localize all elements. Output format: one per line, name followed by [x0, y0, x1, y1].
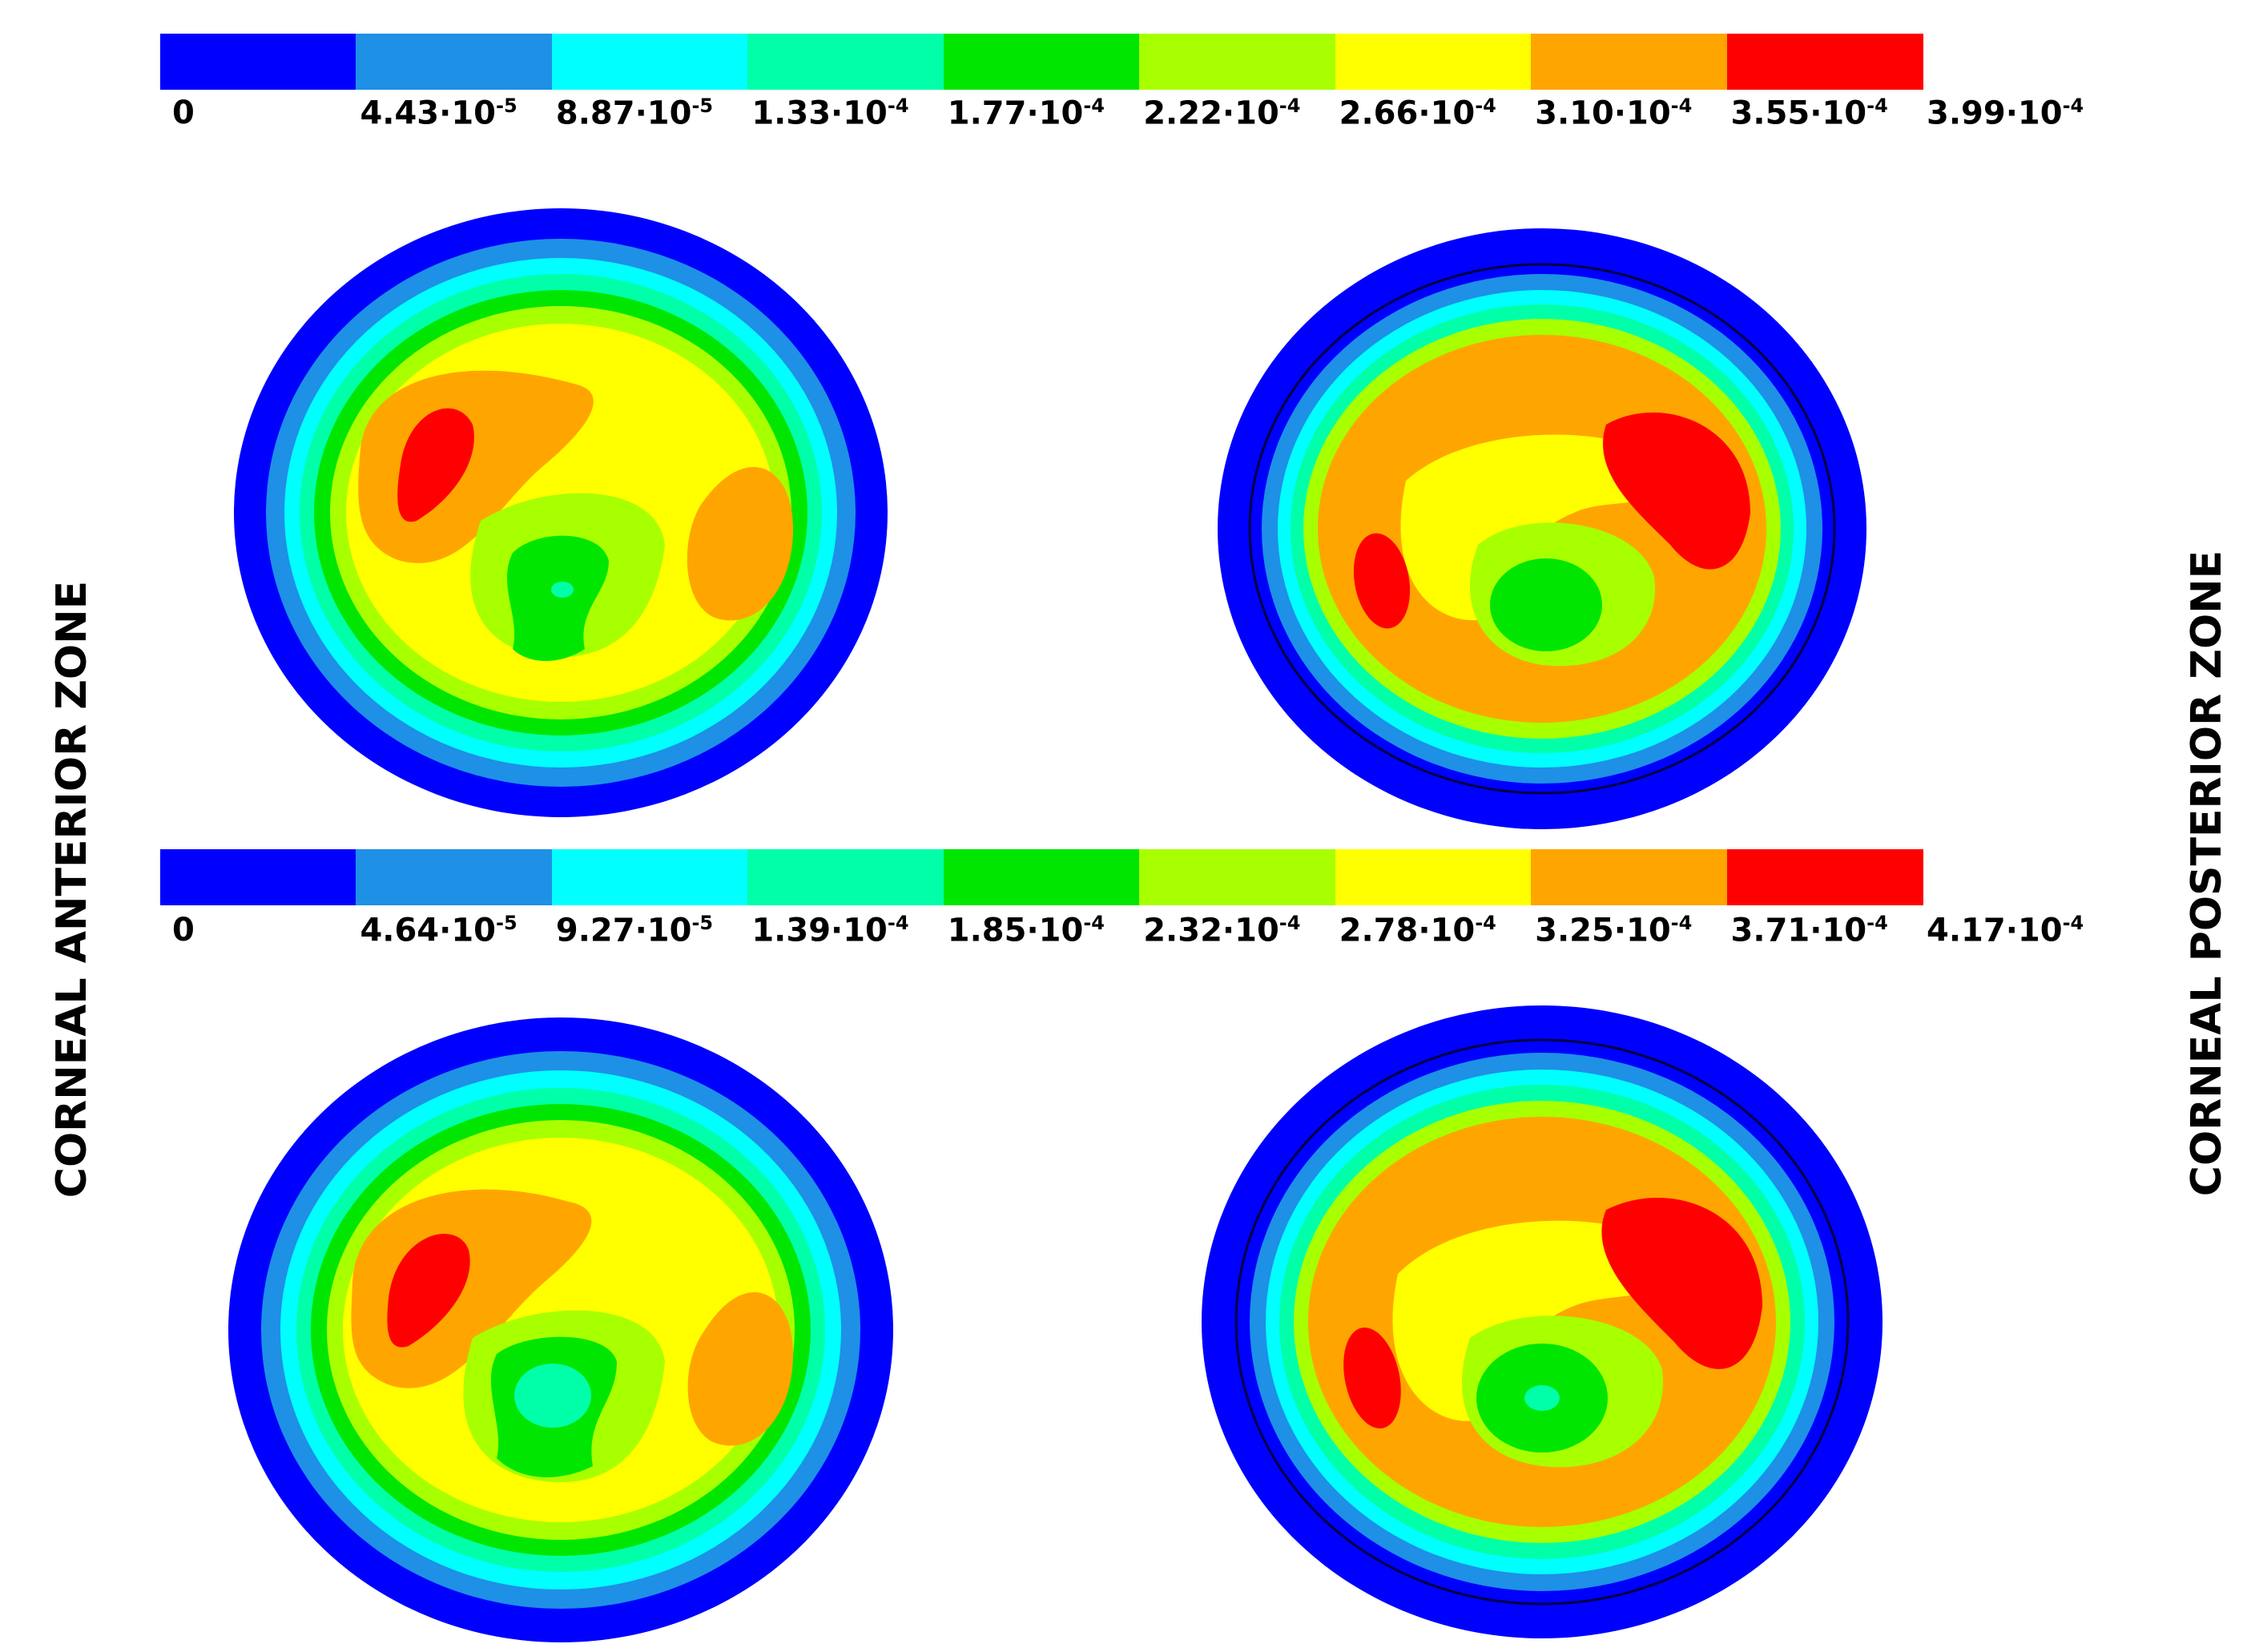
colorbar-swatch: [943, 849, 1141, 905]
colorbar-tick-label: 2.32·10-4: [1143, 912, 1301, 949]
colorbar-tick-label: 8.87·10-5: [555, 95, 714, 132]
colorbar-swatch: [356, 849, 553, 905]
colorbar-tick-label: 0: [172, 912, 195, 949]
colorbar-swatch: [160, 34, 357, 90]
colorbar-bottom: [160, 849, 1923, 905]
colorbar-swatch: [356, 34, 553, 90]
posterior-map-1: [1218, 228, 1866, 829]
colorbar-tick-label: 1.77·10-4: [947, 95, 1105, 132]
colorbar-swatch: [160, 849, 357, 905]
posterior-map-2: [1202, 1005, 1883, 1638]
colorbar-tick-label: 3.71·10-4: [1730, 912, 1888, 949]
colorbar-tick-label: 1.39·10-4: [751, 912, 909, 949]
colorbar-tick-label: 3.55·10-4: [1730, 95, 1888, 132]
colorbar-swatch: [943, 34, 1141, 90]
colorbar-tick-label: 3.25·10-4: [1535, 912, 1693, 949]
colorbar-tick-label: 3.99·10-4: [1927, 95, 2084, 132]
colorbar-swatch: [747, 34, 944, 90]
colorbar-tick-label: 2.78·10-4: [1339, 912, 1496, 949]
colorbar-tick-label: 1.33·10-4: [751, 95, 909, 132]
colorbar-swatch: [1726, 849, 1923, 905]
colorbar-swatch: [1139, 34, 1336, 90]
colorbar-tick-label: 2.66·10-4: [1339, 95, 1496, 132]
colorbar-swatch: [747, 849, 944, 905]
colorbar-tick-label: 4.64·10-5: [360, 912, 517, 949]
colorbar-swatch: [1335, 34, 1532, 90]
colorbar-tick-label: 3.10·10-4: [1535, 95, 1693, 132]
anterior-map-2: [228, 1017, 893, 1642]
colorbar-swatch: [1139, 849, 1336, 905]
anterior-map-1: [234, 208, 888, 817]
colorbar-swatch: [1726, 34, 1923, 90]
colorbar-tick-label: 4.17·10-4: [1927, 912, 2084, 949]
colorbar-tick-label: 4.43·10-5: [360, 95, 517, 132]
colorbar-swatch: [1335, 849, 1532, 905]
colorbar-top: [160, 34, 1923, 90]
colorbar-swatch: [551, 849, 749, 905]
colorbar-tick-label: 0: [172, 95, 195, 131]
colorbar-tick-label: 9.27·10-5: [555, 912, 714, 949]
colorbar-swatch: [1531, 34, 1728, 90]
colorbar-tick-label: 2.22·10-4: [1143, 95, 1301, 132]
colorbar-swatch: [1531, 849, 1728, 905]
colorbar-swatch: [551, 34, 749, 90]
colorbar-tick-label: 1.85·10-4: [947, 912, 1105, 949]
